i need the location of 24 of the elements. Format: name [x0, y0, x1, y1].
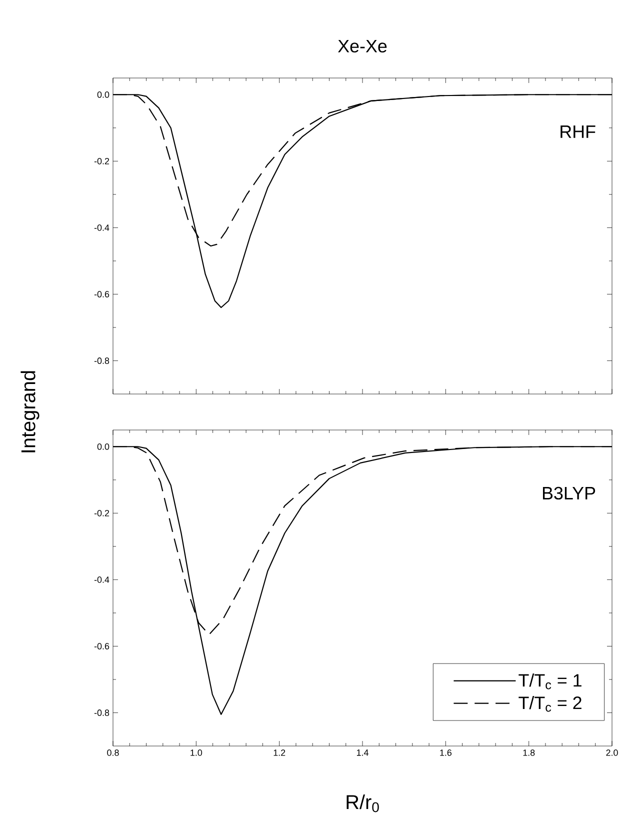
y-tick-label: -0.2 — [94, 158, 110, 164]
legend-label: T/T$_{c}$ = 1 — [518, 674, 582, 690]
y-tick-label: -0.6 — [94, 291, 110, 298]
x-tick-label: 2.0 — [606, 750, 618, 756]
x-tick-label: 1.2 — [274, 750, 286, 756]
x-tick-label: 1.0 — [190, 750, 202, 756]
x-axis-title: R/r$_{0}$ — [346, 794, 379, 812]
x-tick-label: 0.8 — [107, 750, 119, 756]
y-tick-label: -0.2 — [94, 510, 110, 516]
y-tick-label: -0.4 — [94, 224, 110, 231]
chart-title: Xe-Xe — [338, 40, 387, 52]
y-tick-label: -0.8 — [94, 358, 110, 364]
annotation: B3LYP — [542, 486, 596, 500]
x-tick-label: 1.8 — [523, 750, 535, 756]
y-tick-label: -0.4 — [94, 576, 110, 583]
y-axis-title: Integrand — [20, 371, 40, 452]
y-tick-label: 0.0 — [97, 91, 110, 98]
y-tick-label: -0.6 — [94, 643, 110, 650]
annotation: RHF — [560, 126, 596, 138]
y-tick-label: 0.0 — [97, 443, 110, 450]
legend-label: T/T$_{c}$ = 2 — [518, 696, 582, 712]
x-tick-label: 1.6 — [440, 750, 452, 756]
y-tick-label: -0.8 — [94, 710, 110, 716]
x-tick-label: 1.4 — [356, 750, 368, 756]
